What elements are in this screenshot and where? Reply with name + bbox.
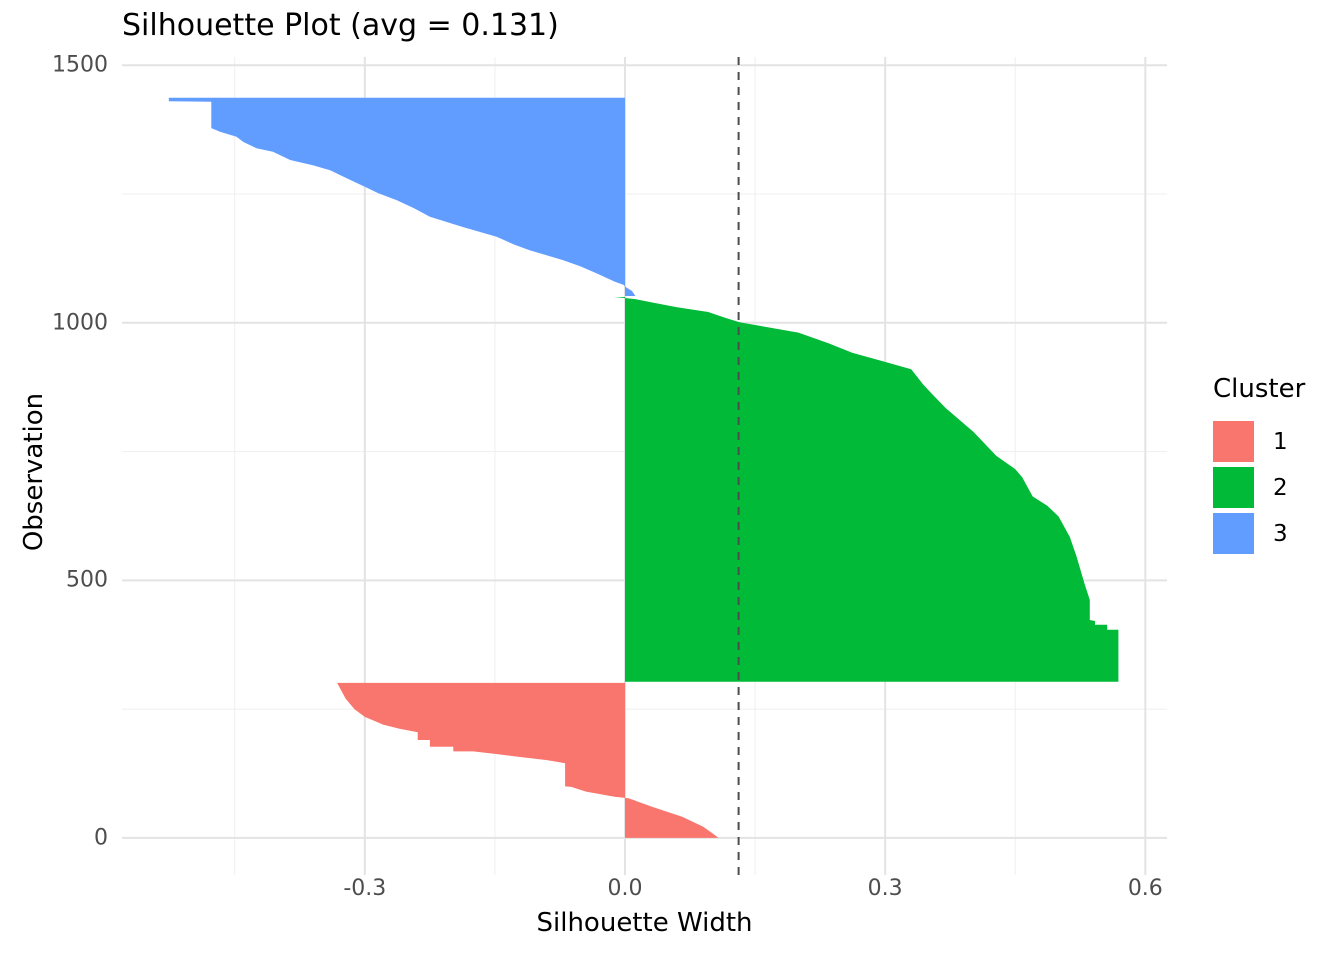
y-tick-label: 1500 xyxy=(52,52,108,78)
x-tick-label: 0.6 xyxy=(1127,876,1163,901)
y-axis-title: Observation xyxy=(19,392,49,552)
legend-swatch-cluster-3 xyxy=(1213,513,1254,554)
x-tick-label: -0.3 xyxy=(343,876,387,901)
cluster-silhouette-3 xyxy=(168,97,636,296)
plot-title: Silhouette Plot (avg = 0.131) xyxy=(122,8,559,43)
legend-key-cluster-3: 3 xyxy=(1213,513,1305,554)
legend-swatch-cluster-2 xyxy=(1213,467,1254,508)
x-axis-title: Silhouette Width xyxy=(536,908,753,938)
cluster-silhouette-1 xyxy=(337,682,719,838)
legend: Cluster 1 2 3 xyxy=(1213,374,1305,559)
legend-key-cluster-2: 2 xyxy=(1213,467,1305,508)
y-tick-label: 0 xyxy=(94,825,108,851)
legend-label-cluster-1: 1 xyxy=(1273,428,1288,455)
x-tick-label: 0.0 xyxy=(607,876,643,901)
legend-label-cluster-3: 3 xyxy=(1273,520,1288,547)
y-tick-label: 1000 xyxy=(52,310,108,336)
y-tick-label: 500 xyxy=(66,567,108,593)
x-tick-label: 0.3 xyxy=(867,876,903,901)
legend-key-cluster-1: 1 xyxy=(1213,421,1305,462)
cluster-silhouette-2 xyxy=(614,297,1119,682)
legend-label-cluster-2: 2 xyxy=(1273,474,1288,501)
plot-area xyxy=(122,57,1167,875)
legend-title: Cluster xyxy=(1213,374,1306,404)
plot-panel xyxy=(122,57,1167,875)
legend-swatch-cluster-1 xyxy=(1213,421,1254,462)
